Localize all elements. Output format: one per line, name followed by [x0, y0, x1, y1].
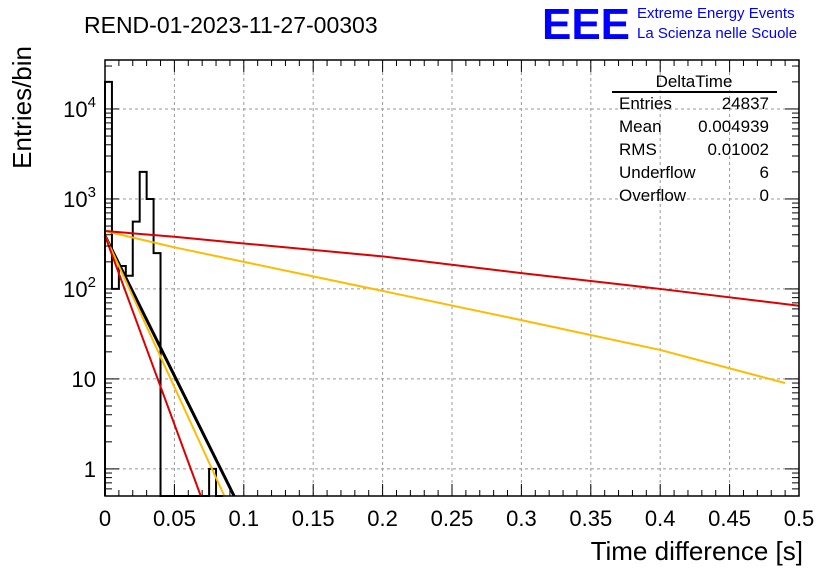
fit-curve-1: [103, 235, 236, 497]
x-tick-label: 0.05: [153, 506, 196, 531]
tick-labels: 0 0.05 0.1 0.15 0.2 0.25 0.3 0.35 0.4 0.45 0.5 1 10 1…: [63, 94, 814, 531]
y-tick-label: 102: [63, 274, 96, 302]
stats-title: DeltaTime: [656, 72, 733, 91]
stats-row-label: Overflow: [619, 186, 687, 205]
stats-row-value: 6: [760, 163, 769, 182]
logo-subtitle-line1: Extreme Energy Events: [637, 5, 795, 22]
x-axis-title: Time difference [s]: [591, 536, 803, 566]
stats-row-value: 0.01002: [708, 140, 769, 159]
x-tick-label: 0.1: [229, 506, 260, 531]
stats-row-label: RMS: [619, 140, 657, 159]
grid: [105, 60, 799, 496]
fit-curve-2: [104, 235, 226, 497]
logo-subtitle-line2: La Scienza nelle Scuole: [637, 25, 797, 42]
stats-row-label: Underflow: [619, 163, 696, 182]
x-tick-label: 0.4: [645, 506, 676, 531]
y-tick-label: 104: [63, 94, 96, 122]
x-tick-label: 0.35: [569, 506, 612, 531]
eee-logo: EEE: [542, 0, 630, 49]
x-tick-label: 0.5: [784, 506, 815, 531]
y-axis-title: Entries/bin: [7, 46, 37, 169]
fit-curve-4: [104, 230, 786, 385]
axes: [104, 59, 800, 497]
x-tick-label: 0.25: [431, 506, 474, 531]
x-tick-label: 0.15: [292, 506, 335, 531]
fit-curve-5: [104, 230, 800, 307]
y-tick-label: 10: [72, 367, 96, 392]
stats-row-value: 0.004939: [698, 117, 769, 136]
stats-row-label: Entries: [619, 94, 672, 113]
chart-title: REND-01-2023-11-27-00303: [84, 12, 378, 38]
x-tick-label: 0: [99, 506, 111, 531]
fit-curves: [103, 230, 800, 497]
x-tick-label: 0.45: [708, 506, 751, 531]
stats-row-value: 0: [760, 186, 769, 205]
stats-row-label: Mean: [619, 117, 662, 136]
y-tick-label: 1: [84, 457, 96, 482]
y-tick-label: 103: [63, 184, 96, 212]
x-tick-label: 0.2: [367, 506, 398, 531]
stats-row-value: 24837: [722, 94, 769, 113]
x-tick-label: 0.3: [506, 506, 537, 531]
stats-box: DeltaTime Entries 24837 Mean 0.004939 RMS 0.0…: [612, 72, 777, 205]
fit-curve-3: [104, 235, 202, 497]
